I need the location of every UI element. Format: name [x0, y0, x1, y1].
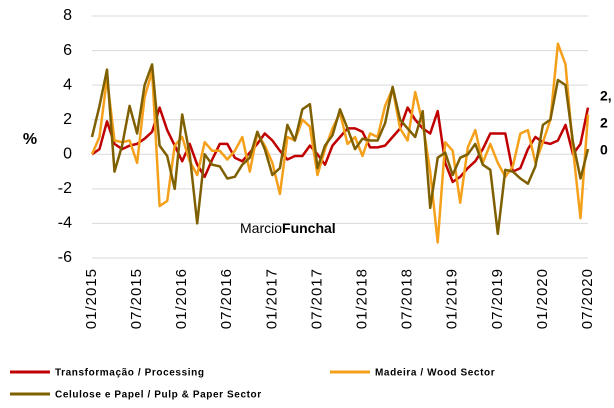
end-label: 2,: [600, 88, 612, 104]
y-tick-label: -4: [58, 215, 72, 232]
x-tick-label: 07/2015: [128, 268, 145, 329]
x-tick-label: 07/2016: [218, 268, 235, 329]
y-tick-label: 0: [63, 146, 72, 163]
x-tick-label: 07/2017: [308, 268, 325, 329]
x-tick-label: 01/2016: [173, 268, 190, 329]
x-tick-label: 01/2015: [83, 268, 100, 329]
y-tick-label: 8: [63, 7, 72, 24]
y-tick-label: -2: [58, 180, 72, 197]
watermark-part: Funchal: [282, 220, 336, 236]
y-tick-label: 4: [63, 76, 72, 93]
x-tick-label: 07/2020: [579, 268, 596, 329]
end-label: 2: [600, 115, 608, 131]
watermark: MarcioFunchal: [240, 220, 336, 236]
series-line: [90, 63, 590, 236]
x-tick-label: 01/2020: [534, 268, 551, 329]
x-tick-label: 01/2017: [263, 268, 280, 329]
x-tick-label: 01/2019: [444, 268, 461, 329]
legend-label: Celulose e Papel / Pulp & Paper Sector: [55, 390, 262, 401]
y-tick-label: 2: [63, 111, 72, 128]
y-axis-label: %: [23, 131, 37, 148]
y-tick-label: 6: [63, 42, 72, 59]
end-label: 0: [600, 142, 608, 158]
legend-label: Madeira / Wood Sector: [375, 368, 495, 379]
x-tick-label: 07/2019: [489, 268, 506, 329]
series-line: [90, 42, 590, 244]
x-tick-label: 07/2018: [399, 268, 416, 329]
y-tick-label: -6: [58, 249, 72, 266]
x-tick-label: 01/2018: [354, 268, 371, 329]
watermark-part: Marcio: [240, 220, 282, 236]
legend-label: Transformação / Processing: [55, 368, 205, 379]
